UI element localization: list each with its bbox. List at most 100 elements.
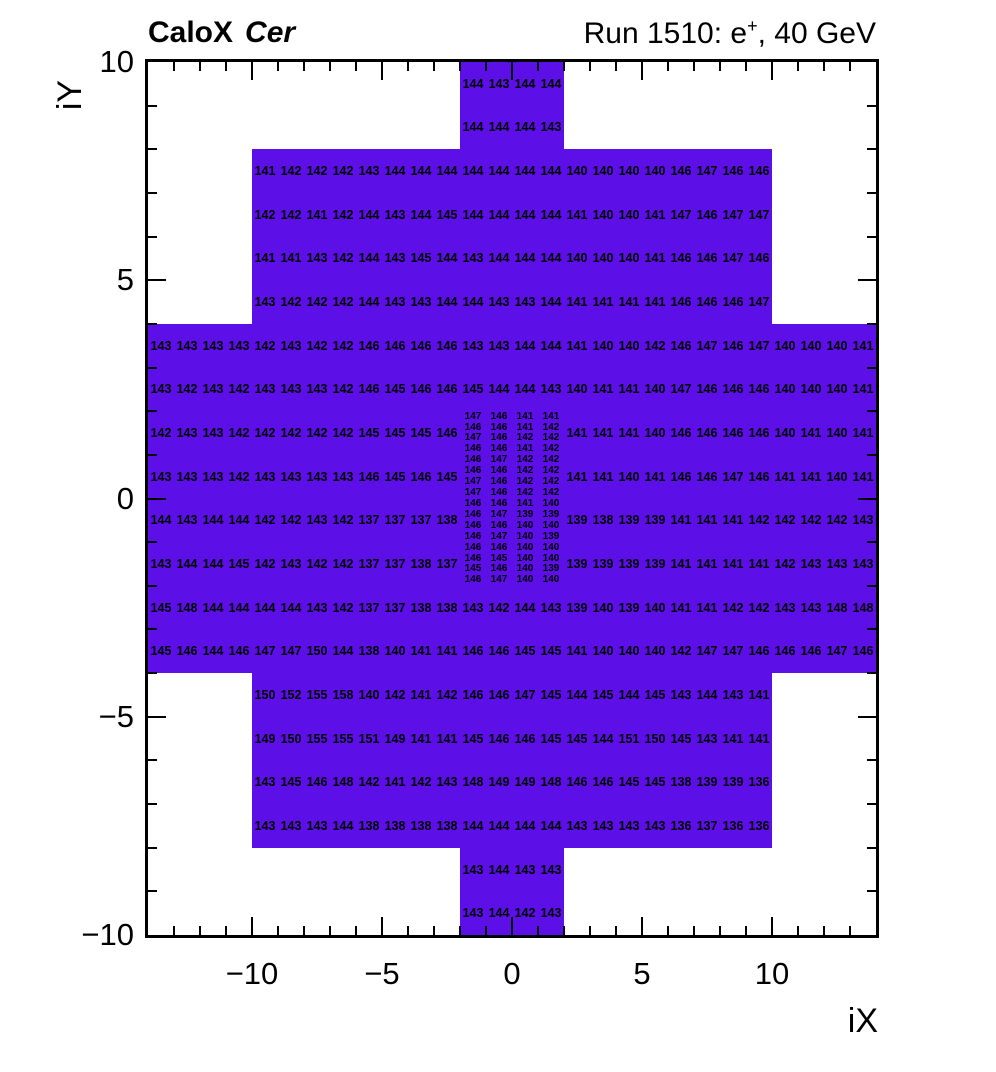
bin-value: 146 xyxy=(722,425,744,440)
bin-value: 143 xyxy=(410,294,432,309)
bin-value: 142 xyxy=(488,600,510,615)
bin-value: 150 xyxy=(306,644,328,659)
y-axis-tick xyxy=(867,584,876,587)
bin-value: 141 xyxy=(852,425,874,440)
y-axis-tick xyxy=(867,759,876,762)
bin-value: 150 xyxy=(644,731,666,746)
bin-value: 138 xyxy=(410,556,432,571)
bin-value: 146 xyxy=(490,563,508,575)
bin-value: 141 xyxy=(670,600,692,615)
x-axis-tick xyxy=(771,917,773,935)
bin-value: 146 xyxy=(410,382,432,397)
bin-value: 144 xyxy=(514,338,536,353)
x-axis-tick xyxy=(355,926,357,935)
bin-value: 140 xyxy=(774,425,796,440)
bin-value: 146 xyxy=(358,469,380,484)
x-axis-tick xyxy=(641,917,643,935)
bin-value: 146 xyxy=(464,508,482,520)
bin-value: 146 xyxy=(306,774,328,789)
bin-value: 138 xyxy=(436,600,458,615)
x-tick-label: −10 xyxy=(225,956,279,991)
x-axis-tick xyxy=(199,62,201,71)
bin-value: 146 xyxy=(462,687,484,702)
bin-value: 147 xyxy=(748,207,770,222)
bin-value: 143 xyxy=(280,469,302,484)
bin-value: 147 xyxy=(254,644,276,659)
y-axis-tick xyxy=(867,541,876,544)
y-axis-tick xyxy=(148,846,157,849)
bin-value: 141 xyxy=(800,469,822,484)
bin-value: 144 xyxy=(462,76,484,91)
bin-value: 143 xyxy=(462,251,484,266)
bin-value: 142 xyxy=(254,513,276,528)
bin-value: 141 xyxy=(436,731,458,746)
bin-value: 142 xyxy=(332,556,354,571)
bin-value: 142 xyxy=(254,556,276,571)
x-tick-label: 10 xyxy=(754,956,790,991)
x-axis-tick xyxy=(693,62,695,71)
bin-value: 146 xyxy=(488,644,510,659)
histogram-title-right: Run 1510: e+, 40 GeV xyxy=(584,16,876,51)
bin-value: 139 xyxy=(696,774,718,789)
bin-value: 142 xyxy=(516,487,534,499)
bin-value: 140 xyxy=(826,469,848,484)
bin-value: 142 xyxy=(280,425,302,440)
bin-value: 140 xyxy=(826,338,848,353)
x-axis-tick xyxy=(329,62,331,71)
bin-value: 143 xyxy=(566,818,588,833)
bin-value: 144 xyxy=(618,687,640,702)
bin-value: 147 xyxy=(722,644,744,659)
bin-value: 141 xyxy=(592,382,614,397)
bin-value: 142 xyxy=(542,421,560,433)
bin-value: 142 xyxy=(332,338,354,353)
bin-value: 141 xyxy=(774,469,796,484)
bin-value: 145 xyxy=(150,644,172,659)
y-tick-label: 0 xyxy=(116,480,134,516)
bin-value: 147 xyxy=(826,644,848,659)
bin-value: 144 xyxy=(514,163,536,178)
bin-value: 143 xyxy=(202,425,224,440)
bin-value: 147 xyxy=(670,382,692,397)
bin-value: 144 xyxy=(462,120,484,135)
bin-value: 144 xyxy=(358,207,380,222)
bin-value: 142 xyxy=(516,454,534,466)
bin-value: 142 xyxy=(722,600,744,615)
y-axis-tick xyxy=(148,410,157,413)
bin-value: 146 xyxy=(490,432,508,444)
bin-value: 147 xyxy=(490,508,508,520)
bin-value: 143 xyxy=(644,818,666,833)
bin-value: 144 xyxy=(384,163,406,178)
bin-value: 143 xyxy=(280,338,302,353)
bin-value: 147 xyxy=(490,574,508,586)
bin-value: 142 xyxy=(332,382,354,397)
bin-value: 140 xyxy=(618,163,640,178)
bin-value: 141 xyxy=(748,731,770,746)
bin-value: 146 xyxy=(722,338,744,353)
x-axis-tick xyxy=(251,62,253,80)
bin-value: 144 xyxy=(540,338,562,353)
bin-value: 143 xyxy=(254,294,276,309)
bin-value: 141 xyxy=(644,294,666,309)
bin-value: 146 xyxy=(748,251,770,266)
bin-value: 143 xyxy=(800,600,822,615)
bin-value: 149 xyxy=(488,774,510,789)
histogram-filled-region xyxy=(252,149,772,324)
bin-value: 139 xyxy=(618,556,640,571)
bin-value: 138 xyxy=(384,818,406,833)
bin-value: 142 xyxy=(800,513,822,528)
bin-value: 141 xyxy=(852,469,874,484)
x-axis-tick xyxy=(667,62,669,71)
bin-value: 136 xyxy=(748,774,770,789)
bin-value: 139 xyxy=(566,600,588,615)
bin-value: 142 xyxy=(774,556,796,571)
bin-value: 149 xyxy=(384,731,406,746)
bin-value: 141 xyxy=(410,687,432,702)
bin-value: 137 xyxy=(358,513,380,528)
bin-value: 146 xyxy=(464,552,482,564)
x-axis-tick xyxy=(745,926,747,935)
bin-value: 137 xyxy=(384,556,406,571)
bin-value: 140 xyxy=(592,338,614,353)
bin-value: 144 xyxy=(488,120,510,135)
x-axis-tick xyxy=(251,917,253,935)
bin-value: 144 xyxy=(592,731,614,746)
